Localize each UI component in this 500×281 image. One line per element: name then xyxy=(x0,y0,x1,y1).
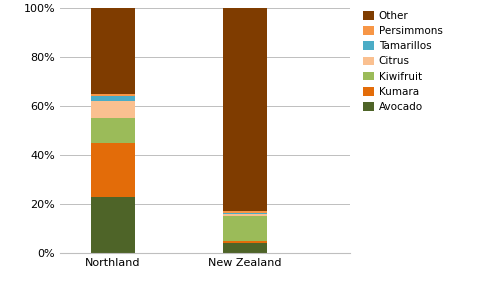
Bar xyxy=(222,212,266,214)
Bar xyxy=(91,8,134,94)
Bar xyxy=(91,143,134,197)
Bar xyxy=(91,96,134,101)
Bar xyxy=(91,119,134,143)
Bar xyxy=(222,211,266,212)
Bar xyxy=(222,216,266,241)
Legend: Other, Persimmons, Tamarillos, Citrus, Kiwifruit, Kumara, Avocado: Other, Persimmons, Tamarillos, Citrus, K… xyxy=(361,9,444,114)
Bar xyxy=(222,243,266,253)
Bar xyxy=(91,94,134,96)
Bar xyxy=(222,214,266,216)
Bar xyxy=(222,241,266,243)
Bar xyxy=(91,197,134,253)
Bar xyxy=(91,101,134,119)
Bar xyxy=(222,8,266,211)
